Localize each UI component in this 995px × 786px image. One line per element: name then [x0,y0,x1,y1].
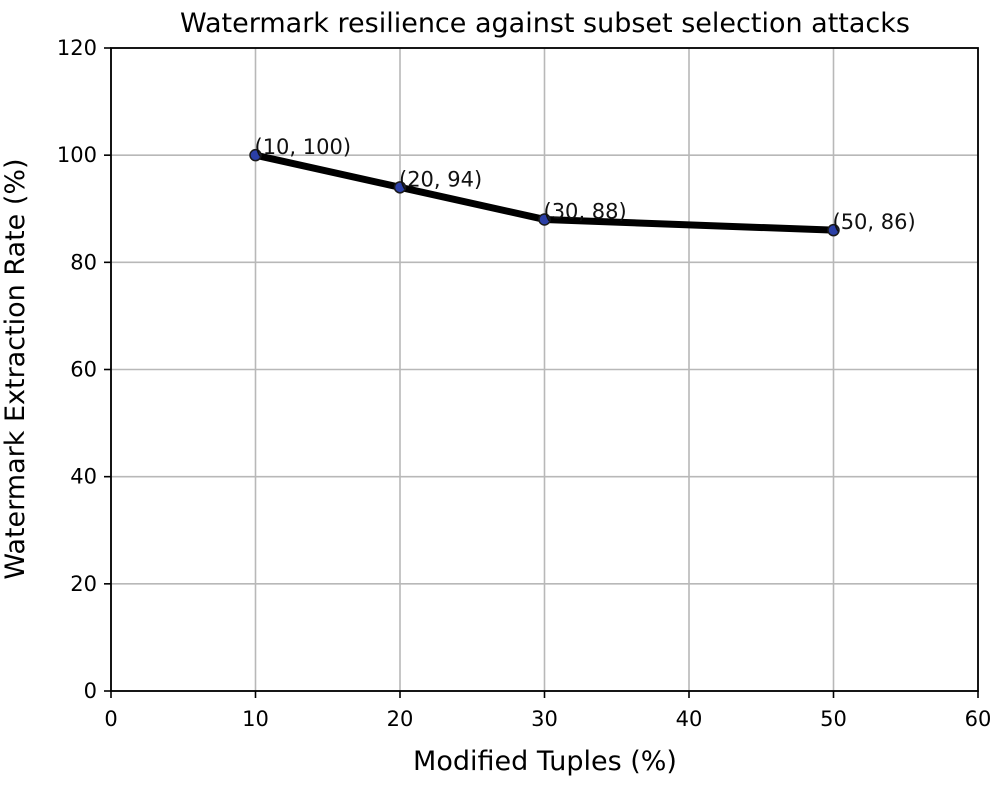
y-axis-label: Watermark Extraction Rate (%) [0,158,31,579]
data-point [538,213,551,226]
y-tick-label: 80 [70,250,97,274]
y-tick-label: 40 [70,465,97,489]
y-tick-label: 100 [57,143,97,167]
data-labels: (10, 100) (20, 94) (30, 88) (50, 86) [255,135,916,234]
axis-ticks: 0 10 20 30 40 50 60 0 20 40 60 80 100 120 [57,36,991,731]
x-tick-label: 30 [531,707,558,731]
x-tick-label: 20 [387,707,414,731]
x-tick-label: 40 [676,707,703,731]
grid [110,47,979,692]
data-label: (50, 86) [833,210,916,234]
x-tick-label: 10 [242,707,269,731]
data-point [249,148,262,162]
y-tick-label: 0 [84,679,97,703]
data-label: (30, 88) [544,199,627,223]
y-tick-label: 20 [70,572,97,596]
x-axis-label: Modified Tuples (%) [413,746,677,777]
data-point [393,181,407,194]
plot-frame [110,47,979,692]
data-label: (20, 94) [399,167,482,191]
chart-title: Watermark resilience against subset sele… [180,8,910,39]
series-line [252,151,837,234]
data-point [827,223,840,237]
x-tick-label: 0 [104,707,117,731]
x-tick-label: 50 [820,707,847,731]
series [249,148,840,237]
data-label: (10, 100) [255,135,352,159]
x-tick-label: 60 [965,707,992,731]
y-tick-label: 120 [57,36,97,60]
y-tick-label: 60 [70,358,97,382]
